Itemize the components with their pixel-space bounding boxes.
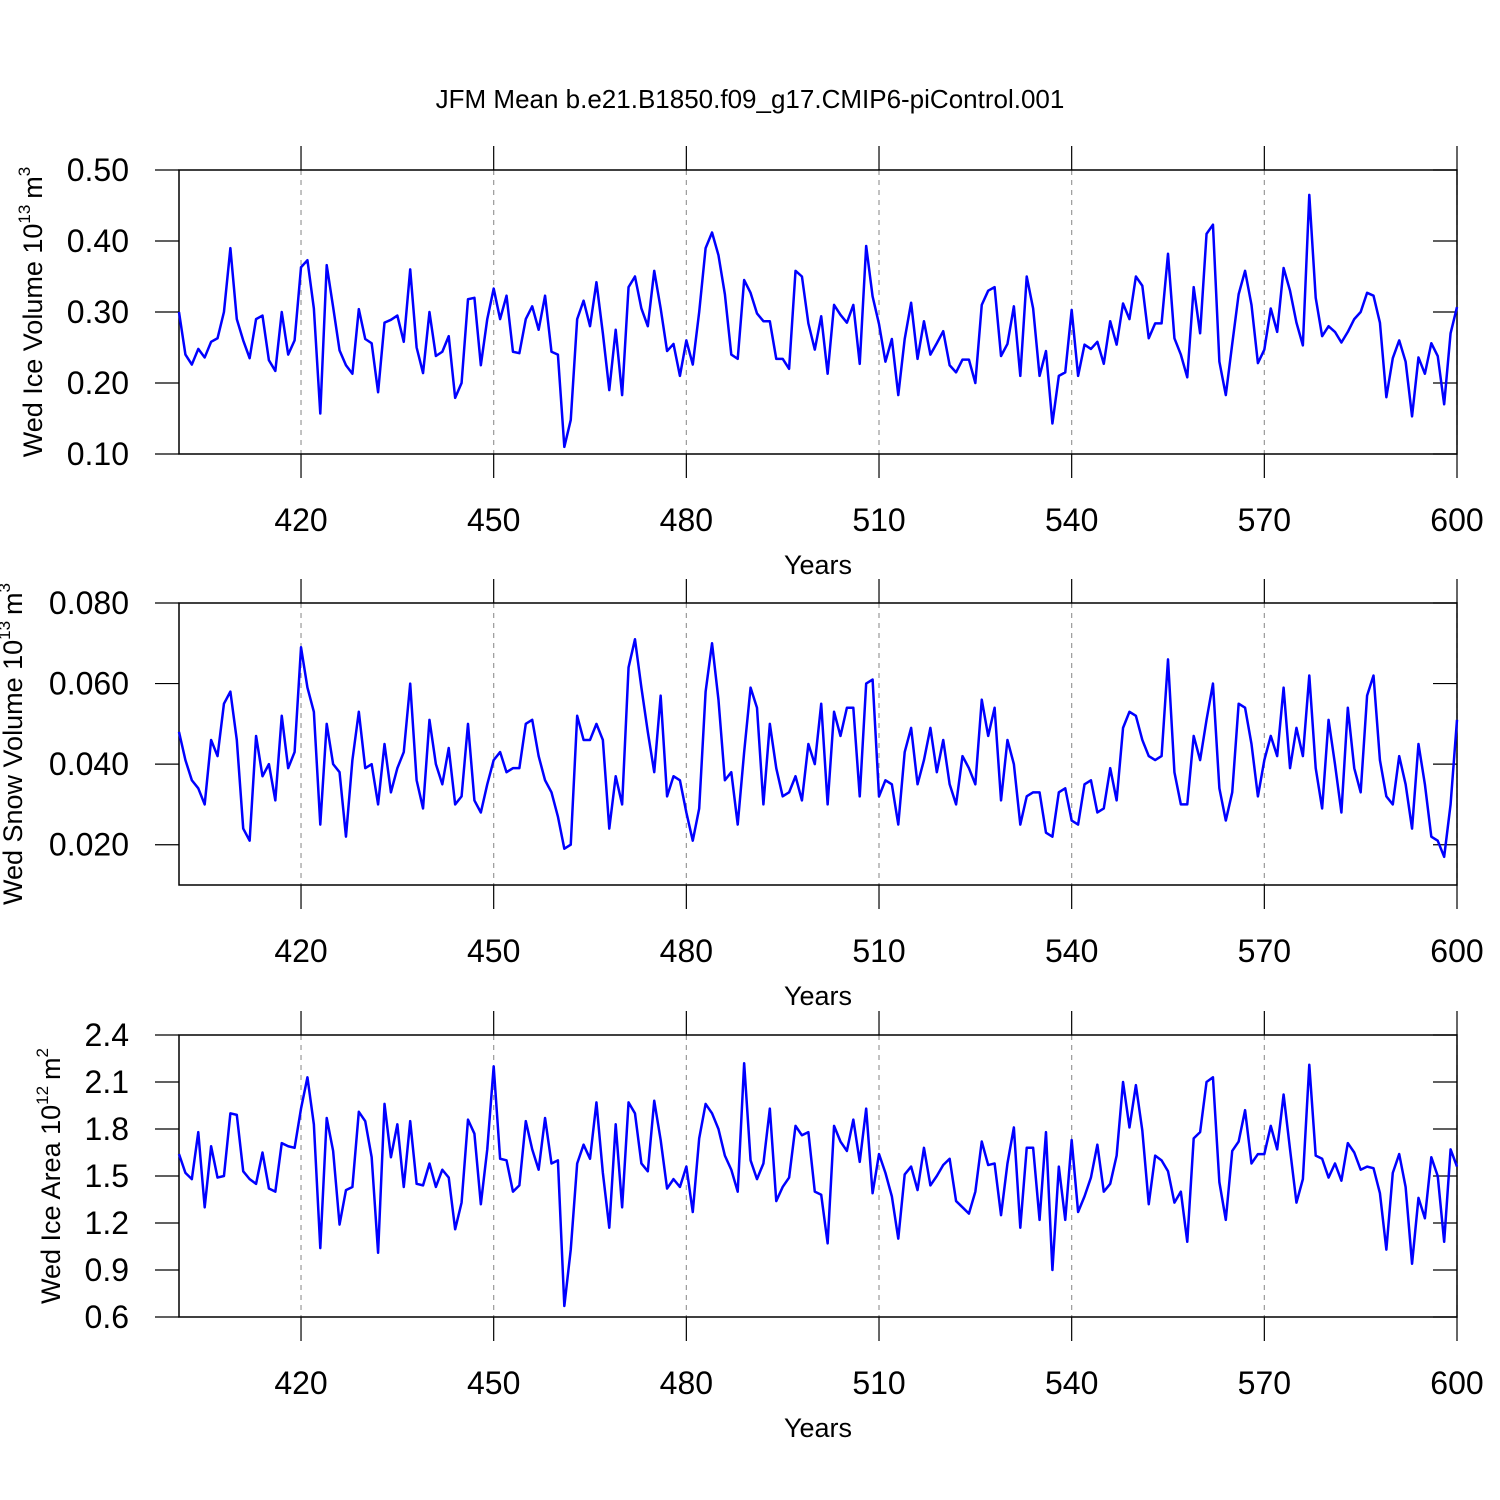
x-tick-label: 510 xyxy=(852,933,905,969)
x-tick-label: 420 xyxy=(274,933,327,969)
y-tick-label: 2.1 xyxy=(85,1064,129,1100)
x-tick-label: 450 xyxy=(467,502,520,538)
x-tick-label: 570 xyxy=(1238,933,1291,969)
y-tick-label: 1.2 xyxy=(85,1205,129,1241)
y-tick-label: 0.30 xyxy=(67,294,129,330)
y-label-unit: m xyxy=(36,1057,66,1080)
y-label-unit: m xyxy=(18,176,48,199)
x-tick-label: 600 xyxy=(1430,1365,1483,1401)
chart-title: JFM Mean b.e21.B1850.f09_g17.CMIP6-piCon… xyxy=(436,84,1065,114)
y-label-text: Wed Ice Volume 10 xyxy=(18,224,48,458)
y-axis-label: Wed Ice Area 1012 m2 xyxy=(33,1048,66,1304)
x-tick-label: 480 xyxy=(660,1365,713,1401)
y-tick-label: 0.10 xyxy=(67,436,129,472)
x-tick-label: 510 xyxy=(852,1365,905,1401)
x-tick-label: 540 xyxy=(1045,933,1098,969)
y-label-unit-exponent: 3 xyxy=(15,167,34,176)
data-line xyxy=(177,193,1459,449)
x-axis-label: Years xyxy=(784,1413,852,1443)
y-label-unit: m xyxy=(0,592,28,615)
y-tick-label: 0.080 xyxy=(49,585,129,621)
x-tick-label: 570 xyxy=(1238,502,1291,538)
y-tick-label: 0.6 xyxy=(85,1299,129,1335)
x-tick-label: 540 xyxy=(1045,502,1098,538)
x-tick-label: 450 xyxy=(467,1365,520,1401)
y-tick-label: 0.040 xyxy=(49,746,129,782)
plot-frame xyxy=(178,1034,1458,1318)
x-axis-label: Years xyxy=(784,550,852,580)
plot-frame xyxy=(178,602,1458,886)
y-tick-label: 0.50 xyxy=(67,152,129,188)
y-label-text: Wed Snow Volume 10 xyxy=(0,640,28,905)
x-axis-label: Years xyxy=(784,981,852,1011)
data-line xyxy=(177,638,1459,859)
x-tick-label: 570 xyxy=(1238,1365,1291,1401)
x-tick-label: 540 xyxy=(1045,1365,1098,1401)
x-tick-label: 480 xyxy=(660,502,713,538)
y-label-text: Wed Ice Area 10 xyxy=(36,1105,66,1304)
data-line xyxy=(177,1061,1459,1308)
y-label-exponent: 13 xyxy=(0,621,14,640)
y-axis-label: Wed Ice Volume 1013 m3 xyxy=(15,167,48,458)
x-tick-label: 450 xyxy=(467,933,520,969)
y-tick-label: 0.20 xyxy=(67,365,129,401)
y-tick-label: 0.060 xyxy=(49,666,129,702)
y-tick-label: 0.9 xyxy=(85,1252,129,1288)
y-tick-label: 0.40 xyxy=(67,223,129,259)
y-tick-label: 1.8 xyxy=(85,1111,129,1147)
y-tick-label: 0.020 xyxy=(49,827,129,863)
x-tick-label: 480 xyxy=(660,933,713,969)
y-axis-label: Wed Snow Volume 1013 m3 xyxy=(0,583,28,905)
x-tick-label: 600 xyxy=(1430,933,1483,969)
x-tick-label: 420 xyxy=(274,1365,327,1401)
x-tick-label: 510 xyxy=(852,502,905,538)
x-tick-label: 420 xyxy=(274,502,327,538)
y-label-exponent: 12 xyxy=(33,1086,52,1105)
y-label-exponent: 13 xyxy=(15,205,34,224)
y-label-unit-exponent: 3 xyxy=(0,583,14,592)
y-label-unit-exponent: 2 xyxy=(33,1048,52,1057)
plot-frame xyxy=(178,169,1458,455)
x-tick-label: 600 xyxy=(1430,502,1483,538)
y-tick-label: 1.5 xyxy=(85,1158,129,1194)
y-tick-label: 2.4 xyxy=(85,1017,129,1053)
